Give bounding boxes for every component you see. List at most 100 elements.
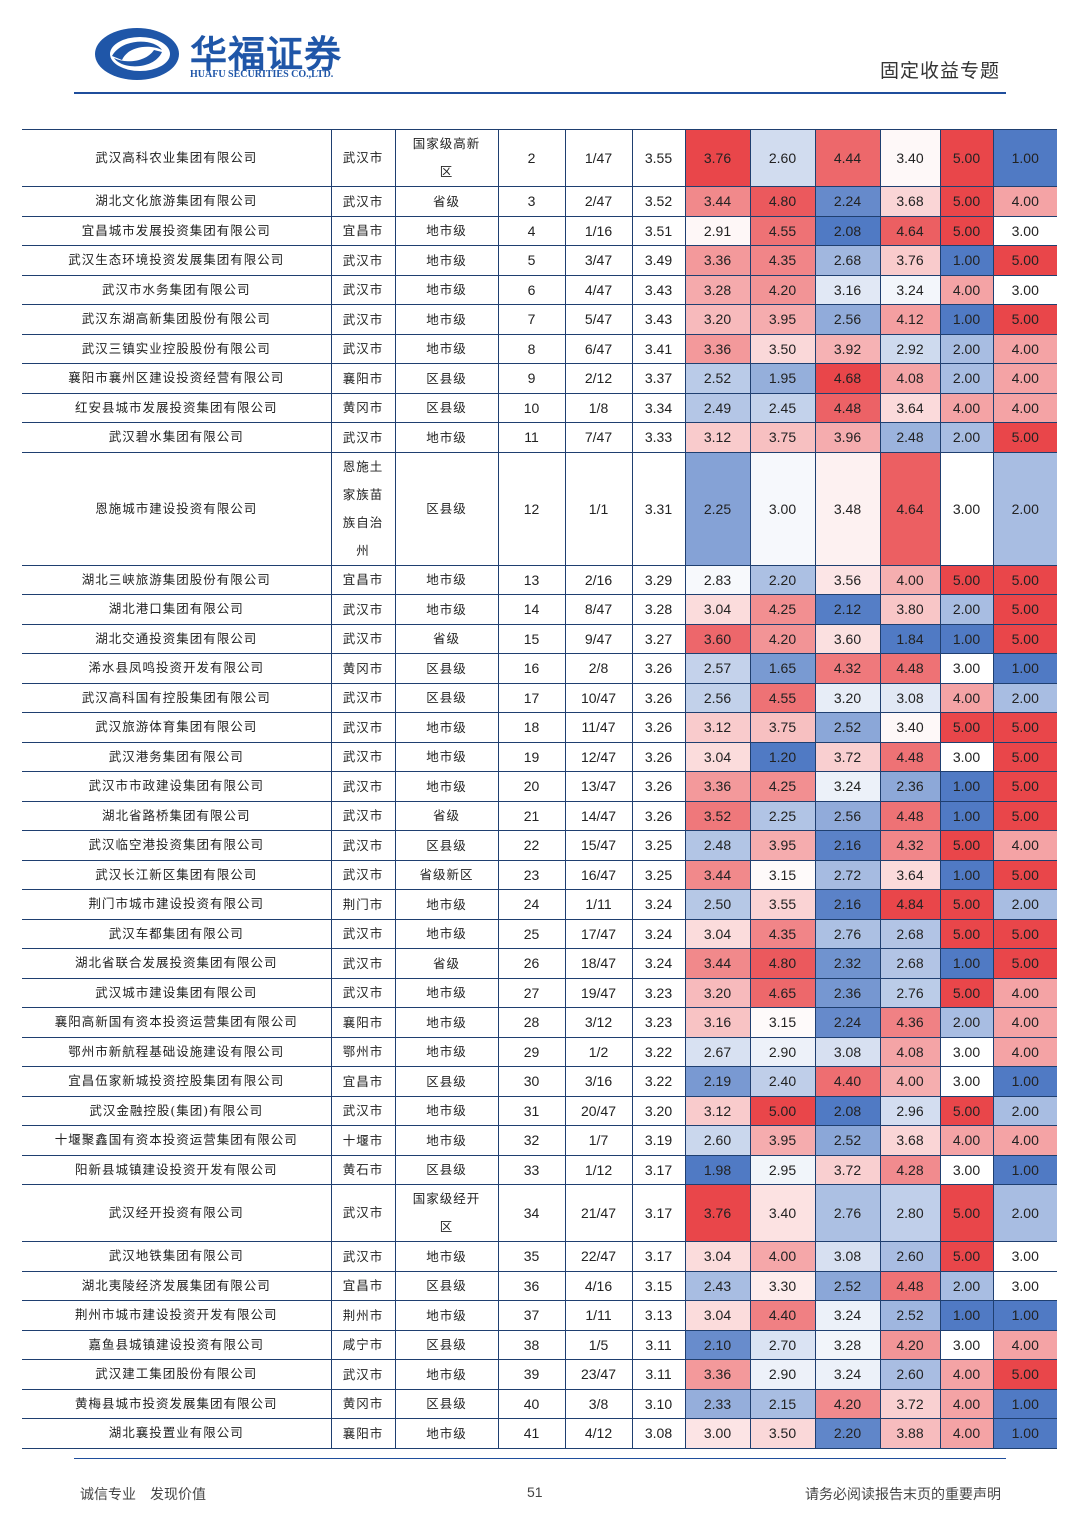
cell-text: 黄石市 <box>342 1162 384 1177</box>
table-cell: 地市级 <box>394 245 499 276</box>
cell-text: 18/47 <box>580 955 617 972</box>
cell-text: 2.24 <box>833 1014 862 1031</box>
table-cell: 4.40 <box>814 1066 881 1097</box>
table-row: 武汉临空港投资集团有限公司 武汉市 区县级 22 15/47 3.25 2.48 3.95 2.… <box>22 830 1057 861</box>
cell-text: 3.72 <box>833 748 862 765</box>
cell-text: 4.00 <box>1011 1043 1039 1060</box>
table-cell: 武汉市 <box>330 129 396 187</box>
cell-text: 3.24 <box>896 281 924 298</box>
cell-text: 26 <box>523 955 540 972</box>
cell-text: 35 <box>523 1248 540 1265</box>
table-cell: 2.52 <box>814 712 881 743</box>
cell-text: 2.52 <box>833 1132 862 1149</box>
table-cell: 6/47 <box>564 333 633 364</box>
table-cell: 4.00 <box>939 1418 994 1449</box>
table-cell: 3.28 <box>684 274 751 305</box>
cell-text: 4.00 <box>1011 1014 1039 1031</box>
table-cell: 黄石市 <box>330 1154 396 1185</box>
cell-text: 3.10 <box>644 1395 673 1412</box>
table-cell: 25 <box>497 918 566 949</box>
cell-text: 2/8 <box>588 660 609 677</box>
table-cell: 武汉市 <box>330 859 396 890</box>
table-row: 武汉高科农业集团有限公司 武汉市 国家级高新区 2 1/47 3.55 3.76 2.60 4.… <box>22 129 1057 187</box>
cell-text: 武汉市水务集团有限公司 <box>101 281 251 297</box>
cell-text: 地市级 <box>426 778 467 794</box>
cell-text: 武汉长江新区集团有限公司 <box>95 866 258 882</box>
cell-text: 4.00 <box>1011 193 1039 210</box>
cell-text: 1/7 <box>588 1132 609 1149</box>
table-cell: 22/47 <box>564 1241 633 1272</box>
table-cell: 区县级 <box>394 1154 499 1185</box>
table-cell: 3.00 <box>992 1241 1057 1272</box>
cell-text: 2.16 <box>833 896 862 913</box>
cell-text: 5.00 <box>1011 925 1039 942</box>
table-cell: 3.40 <box>749 1184 816 1242</box>
table-cell: 2.15 <box>749 1388 816 1419</box>
cell-text: 5.00 <box>1011 778 1039 795</box>
table-cell: 武汉市 <box>330 1184 396 1242</box>
cell-text: 武汉金融控股(集团)有限公司 <box>89 1102 264 1118</box>
table-cell: 武汉长江新区集团有限公司 <box>22 859 332 890</box>
table-cell: 3.25 <box>631 830 686 861</box>
cell-text: 国家级高新区 <box>412 136 481 179</box>
footer-slogan: 诚信专业 发现价值 <box>80 1487 206 1503</box>
table-cell: 省级 <box>394 948 499 979</box>
table-cell: 3.24 <box>631 948 686 979</box>
table-cell: 2.70 <box>749 1329 816 1360</box>
table-cell: 5.00 <box>992 859 1057 890</box>
cell-text: 3.60 <box>703 630 732 647</box>
cell-text: 39 <box>523 1366 540 1383</box>
cell-text: 2.00 <box>952 601 981 618</box>
table-cell: 5 <box>497 245 566 276</box>
table-cell: 3.20 <box>684 977 751 1008</box>
table-cell: 2/8 <box>564 653 633 684</box>
cell-text: 16 <box>523 660 540 677</box>
table-row: 武汉市水务集团有限公司 武汉市 地市级 6 4/47 3.43 3.28 4.20 3.16 3.… <box>22 274 1057 305</box>
cell-text: 2.48 <box>896 429 924 446</box>
table-cell: 浠水县凤鸣投资开发有限公司 <box>22 653 332 684</box>
table-cell: 宜昌市 <box>330 1066 396 1097</box>
table-cell: 4.20 <box>749 623 816 654</box>
cell-text: 5.00 <box>1011 955 1039 972</box>
cell-text: 2.50 <box>703 896 732 913</box>
cell-text: 省级新区 <box>419 867 474 882</box>
table-cell: 2.00 <box>939 1007 994 1038</box>
table-cell: 武汉旅游体育集团有限公司 <box>22 712 332 743</box>
table-cell: 国家级高新区 <box>394 129 499 187</box>
table-cell: 2/16 <box>564 564 633 595</box>
cell-text: 湖北文化旅游集团有限公司 <box>95 193 258 209</box>
table-cell: 5.00 <box>992 948 1057 979</box>
table-cell: 武汉市 <box>330 422 396 453</box>
cell-text: 3.24 <box>833 778 862 795</box>
table-cell: 23 <box>497 859 566 890</box>
table-cell: 1/47 <box>564 129 633 187</box>
table-cell: 2.49 <box>684 392 751 423</box>
cell-text: 3.26 <box>644 807 673 824</box>
cell-text: 2.16 <box>833 837 862 854</box>
cell-text: 1.00 <box>952 311 981 328</box>
cell-text: 3.24 <box>833 1366 862 1383</box>
cell-text: 2.33 <box>703 1395 732 1412</box>
cell-text: 武汉市 <box>342 749 384 764</box>
cell-text: 41 <box>523 1425 540 1442</box>
cell-text: 2.45 <box>768 399 797 416</box>
table-cell: 地市级 <box>394 741 499 772</box>
cell-text: 地市级 <box>426 282 467 297</box>
cell-text: 1.00 <box>952 955 981 972</box>
cell-text: 3.08 <box>644 1425 673 1442</box>
table-cell: 2.24 <box>814 1007 881 1038</box>
cell-text: 3.24 <box>833 1307 862 1324</box>
cell-text: 区县级 <box>426 1278 467 1293</box>
cell-text: 武汉车都集团有限公司 <box>108 925 244 941</box>
table-cell: 3.27 <box>631 623 686 654</box>
cell-text: 1.20 <box>768 748 797 765</box>
cell-text: 武汉市 <box>342 808 384 823</box>
cell-text: 2.00 <box>1011 896 1039 913</box>
cell-text: 2.00 <box>1011 500 1039 517</box>
cell-text: 4.00 <box>1011 1336 1039 1353</box>
table-cell: 14/47 <box>564 800 633 831</box>
cell-text: 宜昌市 <box>342 1278 384 1293</box>
table-cell: 3.60 <box>684 623 751 654</box>
cell-text: 武汉市 <box>342 1366 384 1382</box>
table-cell: 3.17 <box>631 1184 686 1242</box>
